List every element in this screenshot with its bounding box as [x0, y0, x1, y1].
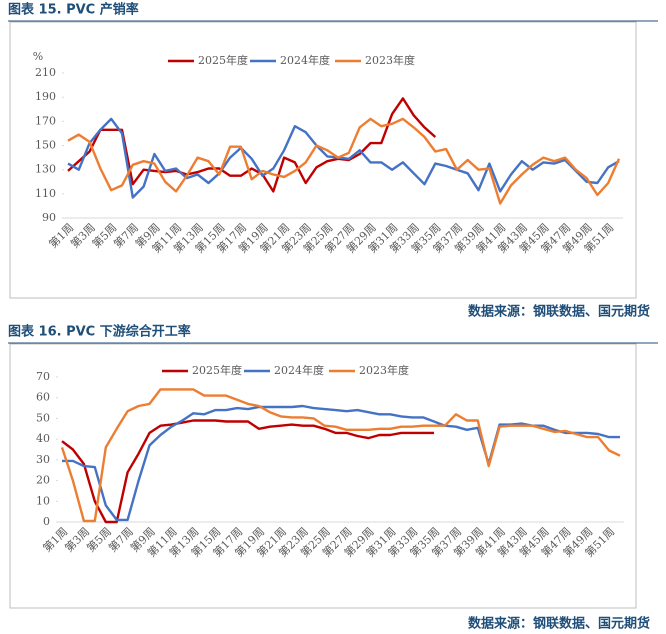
series-line [62, 404, 620, 522]
figure-caption: 图表 16. PVC 下游综合开工率 [8, 324, 191, 340]
chart-frame [9, 343, 637, 609]
chart-frame [9, 21, 637, 299]
series-line [67, 117, 620, 199]
source-note: 数据来源：钢联数据、国元期货 [468, 616, 650, 632]
series-line [67, 117, 621, 205]
legend-label: 2024年度 [274, 363, 324, 377]
legend-label: 2023年度 [365, 53, 415, 67]
legend-label: 2024年度 [280, 53, 330, 67]
series-line [67, 97, 437, 193]
y-tick-label: 170 [35, 114, 56, 127]
y-tick-label: 30 [36, 453, 50, 466]
y-tick-label: 130 [35, 163, 56, 176]
y-tick-label: 20 [36, 474, 50, 487]
series-line [61, 419, 434, 524]
figure-caption: 图表 15. PVC 产销率 [8, 2, 139, 18]
legend-label: 2023年度 [359, 363, 409, 377]
y-tick-label: 70 [36, 370, 50, 383]
y-tick-label: 0 [43, 515, 50, 528]
y-tick-label: 190 [35, 90, 56, 103]
y-tick-label: 40 [36, 432, 50, 445]
y-tick-label: 90 [42, 211, 56, 224]
y-axis-label: % [33, 50, 43, 63]
source-note: 数据来源：钢联数据、国元期货 [468, 304, 650, 320]
y-tick-label: 10 [36, 494, 50, 507]
legend-label: 2025年度 [198, 53, 248, 67]
y-tick-label: 210 [35, 66, 56, 79]
y-tick-label: 150 [35, 139, 56, 152]
y-tick-label: 60 [36, 391, 50, 404]
series-line [60, 388, 621, 523]
y-tick-label: 110 [35, 187, 56, 200]
y-tick-label: 50 [36, 411, 50, 424]
legend-label: 2025年度 [192, 363, 242, 377]
